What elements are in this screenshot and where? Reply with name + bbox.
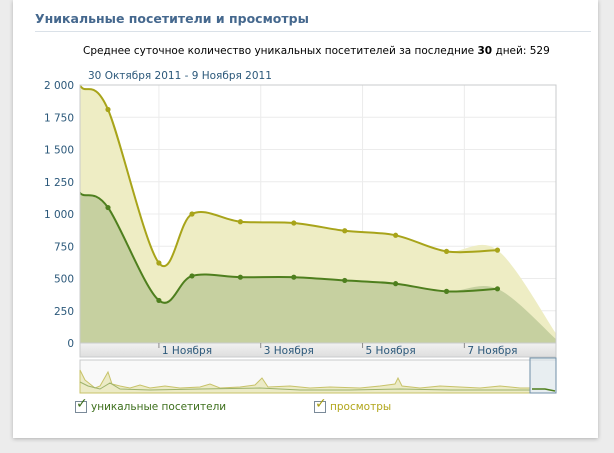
check-icon: ✓ — [76, 396, 88, 412]
y-tick-label: 750 — [54, 241, 74, 253]
data-point — [237, 219, 243, 225]
y-tick-label: 1 250 — [44, 177, 74, 189]
x-tick-label: 3 Ноября — [264, 345, 314, 357]
checkbox-views[interactable]: ✓ — [314, 397, 327, 413]
y-tick-label: 1 750 — [44, 112, 74, 124]
area-fill — [80, 192, 556, 343]
title-divider — [35, 31, 591, 32]
data-point — [494, 286, 501, 292]
data-point — [393, 232, 399, 238]
navigator-unique-line — [79, 381, 530, 391]
check-icon: ✓ — [315, 396, 327, 412]
checkbox-unique-visitors[interactable]: ✓ — [75, 397, 88, 413]
navigator-selection-handle[interactable] — [529, 357, 557, 394]
summary-suffix: дней: — [495, 45, 527, 57]
summary-prefix: Среднее суточное количество уникальных п… — [83, 45, 475, 57]
data-point — [189, 273, 195, 279]
x-tick-label: 7 Ноября — [467, 345, 517, 357]
data-point — [494, 247, 501, 253]
series-line — [80, 85, 498, 268]
data-point — [105, 106, 111, 113]
y-tick-label: 0 — [67, 338, 74, 350]
y-tick-label: 250 — [54, 306, 74, 318]
section-title: Уникальные посетители и просмотры — [35, 11, 309, 26]
data-point — [105, 204, 111, 211]
plot-area — [80, 85, 556, 343]
data-point — [189, 211, 195, 217]
y-tick-label: 2 000 — [44, 80, 74, 92]
data-point — [291, 274, 297, 280]
summary-days: 30 — [477, 45, 493, 57]
data-point — [156, 297, 162, 304]
x-tick-label: 1 Ноября — [162, 345, 212, 357]
x-axis-band — [79, 342, 557, 358]
series-line — [80, 191, 498, 304]
legend-unique-label: уникальные посетители — [91, 401, 227, 413]
y-tick-label: 1 500 — [44, 145, 74, 157]
data-point — [291, 220, 297, 226]
legend-views[interactable]: ✓ просмотры — [314, 397, 392, 413]
data-point — [237, 274, 243, 280]
navigator-views-line — [79, 369, 531, 394]
y-axis: 0 250 500 750 1 000 1 250 1 500 1 750 2 000 — [44, 80, 74, 350]
legend-unique-visitors[interactable]: ✓ уникальные посетители — [75, 397, 227, 413]
y-tick-label: 500 — [54, 274, 74, 286]
range-navigator[interactable] — [79, 357, 557, 394]
x-tick-label: 5 Ноября — [366, 345, 416, 357]
data-point — [342, 228, 348, 234]
summary-text: Среднее суточное количество уникальных п… — [83, 45, 550, 57]
data-point — [342, 277, 348, 284]
x-axis: 1 Ноября 3 Ноября 5 Ноября 7 Ноября — [158, 343, 517, 357]
data-point — [393, 281, 399, 287]
data-point — [443, 288, 450, 294]
data-point — [156, 260, 162, 266]
y-tick-label: 1 000 — [44, 209, 74, 221]
legend-views-label: просмотры — [330, 401, 392, 413]
data-point — [443, 248, 450, 255]
date-range: 30 Октября 2011 - 9 Ноября 2011 — [88, 70, 272, 82]
navigator-selection-line — [532, 388, 556, 392]
summary-value: 529 — [529, 45, 550, 57]
